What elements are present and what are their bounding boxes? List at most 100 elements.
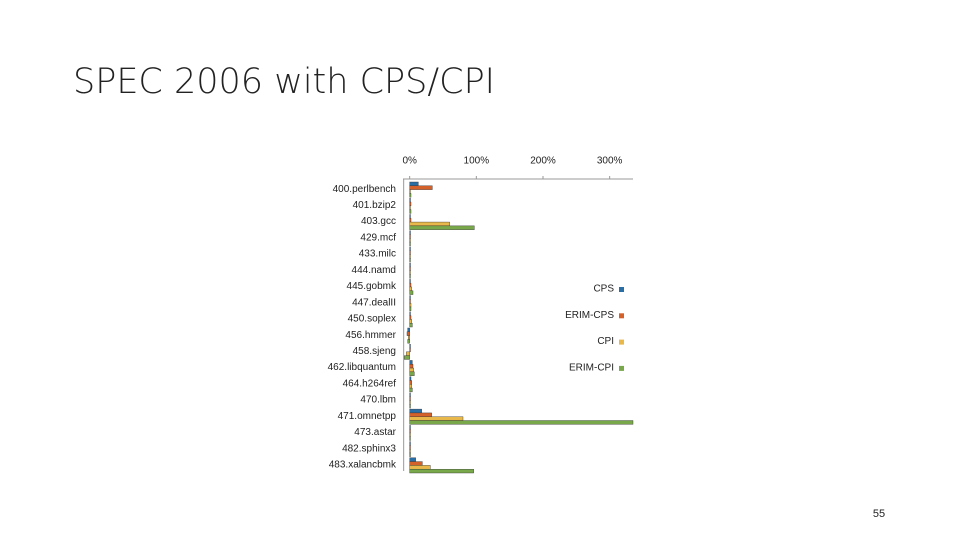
bar — [409, 344, 411, 349]
legend-swatch — [619, 287, 624, 292]
y-tick-label: 445.gobmk — [347, 281, 397, 292]
bar — [409, 425, 411, 430]
bar — [409, 221, 450, 227]
bar — [409, 250, 411, 255]
bar — [409, 181, 419, 187]
bar — [409, 380, 412, 385]
bar — [409, 193, 412, 198]
bar — [409, 404, 411, 409]
bar — [409, 299, 411, 304]
bar — [409, 387, 413, 393]
y-tick-label: 471.omnetpp — [338, 411, 397, 422]
legend-label: ERIM-CPI — [569, 363, 614, 374]
legend-label: CPS — [593, 284, 614, 295]
bar — [407, 327, 410, 333]
slide-title: SPEC 2006 with CPS/CPI — [73, 62, 495, 102]
bar — [409, 400, 411, 405]
bar — [409, 241, 411, 247]
bar — [409, 295, 411, 300]
bar — [409, 364, 414, 369]
y-tick-label: 458.sjeng — [353, 346, 396, 357]
bar — [409, 302, 412, 308]
bar — [407, 339, 410, 344]
bar — [409, 461, 423, 466]
bar — [409, 225, 475, 230]
x-tick-label: 100% — [464, 156, 490, 167]
bar — [409, 185, 433, 190]
bar — [409, 465, 431, 470]
bar — [409, 201, 412, 207]
chart: 0% 100% 200% 300% 400.perlbench 401.bzip2 403.… — [328, 156, 634, 474]
bar — [409, 322, 413, 328]
x-tick-label: 200% — [530, 156, 556, 167]
x-tick-label: 300% — [597, 156, 623, 167]
bar — [409, 311, 411, 316]
bar — [409, 432, 411, 437]
y-tick-label: 403.gcc — [361, 216, 396, 227]
bar — [409, 205, 411, 210]
bar — [409, 416, 464, 421]
bar — [409, 371, 415, 376]
bar — [409, 274, 411, 279]
bar — [409, 282, 412, 288]
legend-swatch — [619, 365, 624, 371]
y-tick-label: 456.hmmer — [345, 330, 396, 341]
y-tick-label: 470.lbm — [360, 395, 396, 406]
y-tick-label: 444.namd — [352, 265, 396, 276]
bar — [409, 468, 474, 474]
bar — [409, 262, 411, 268]
bar — [409, 376, 412, 381]
bar — [409, 412, 432, 417]
bar — [409, 441, 411, 446]
bar — [409, 258, 411, 263]
bar — [409, 436, 411, 441]
bar — [409, 286, 412, 291]
bar — [409, 218, 412, 223]
bar — [408, 335, 410, 340]
bar — [406, 351, 410, 356]
bar — [409, 198, 411, 203]
bar — [409, 290, 414, 295]
legend-label: CPI — [597, 336, 614, 347]
bar — [409, 392, 411, 397]
bar — [409, 279, 411, 284]
bar — [409, 230, 411, 235]
bar — [406, 331, 410, 336]
y-tick-label: 464.h264ref — [343, 378, 397, 389]
legend-swatch — [619, 313, 624, 319]
page-number: 55 — [873, 508, 885, 520]
bar — [409, 306, 412, 311]
bar — [409, 428, 411, 434]
y-tick-label: 400.perlbench — [333, 184, 396, 195]
y-tick-label: 433.milc — [359, 249, 396, 260]
bar — [409, 347, 411, 353]
bar — [409, 238, 411, 243]
bar — [409, 448, 411, 454]
y-tick-label: 482.sphinx3 — [342, 443, 396, 454]
bar — [409, 445, 411, 450]
y-tick-label: 429.mcf — [360, 232, 396, 243]
bar — [409, 214, 411, 219]
bar — [409, 209, 412, 214]
bar — [409, 396, 411, 401]
y-tick-label: 450.soplex — [348, 314, 396, 325]
bar — [409, 189, 411, 194]
y-tick-label: 462.libquantum — [328, 362, 396, 373]
bar — [409, 315, 412, 320]
bar — [409, 452, 411, 457]
legend-swatch — [619, 339, 624, 345]
bar — [409, 234, 411, 239]
bar — [409, 408, 422, 414]
bar — [409, 384, 412, 389]
bar — [409, 246, 411, 251]
bar — [409, 266, 411, 271]
y-tick-label: 483.xalancbmk — [329, 460, 397, 471]
y-tick-label: 447.dealII — [352, 297, 396, 308]
bar — [404, 355, 410, 360]
bar — [409, 254, 411, 259]
bar — [409, 367, 414, 373]
bar — [409, 360, 413, 365]
legend-label: ERIM-CPS — [565, 310, 614, 321]
y-tick-label: 473.astar — [354, 427, 396, 438]
